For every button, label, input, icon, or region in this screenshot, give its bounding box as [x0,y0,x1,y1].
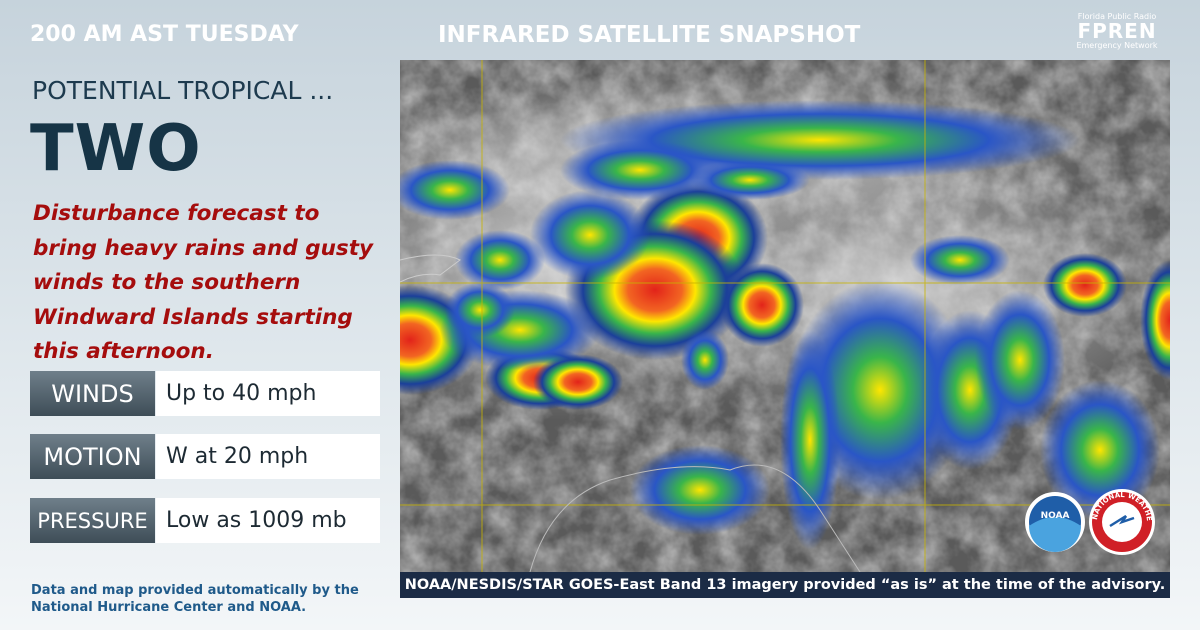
cloud-cluster [530,190,650,280]
cloud-cluster [690,160,810,200]
cloud-cluster [681,330,729,390]
stat-label: PRESSURE [30,498,155,543]
cloud-cluster [1043,253,1127,317]
stat-value: W at 20 mph [156,434,380,479]
cloud-cluster [1140,260,1170,380]
logo-text: NOAA [1041,511,1070,521]
image-title: INFRARED SATELLITE SNAPSHOT [438,22,861,48]
cloud-cluster [630,445,770,535]
lat-lon-grid [400,60,1170,572]
advisory-time: 200 AM AST TUESDAY [30,22,299,47]
cloud-cluster [560,140,720,200]
nws-logo: NATIONAL WEATHER SERVICE [1089,489,1155,555]
stat-row: PRESSURE Low as 1009 mb [30,498,380,543]
credit: Data and map provided automatically by t… [31,583,359,615]
cloud-cluster [910,235,1010,285]
storm-type: POTENTIAL TROPICAL ... [32,76,334,105]
stat-value: Low as 1009 mb [156,498,380,543]
satellite-image: NOAA NATIONAL WEATHER SERVICE [400,60,1170,572]
noaa-logo: NOAA [1025,492,1085,552]
cloud-cluster [445,282,515,338]
summary: Disturbance forecast to bring heavy rain… [33,201,374,364]
coastline [529,464,861,572]
image-caption: NOAA/NESDIS/STAR GOES-East Band 13 image… [400,572,1170,598]
stat-row: WINDS Up to 40 mph [30,371,380,416]
stat-row: MOTION W at 20 mph [30,434,380,479]
cloud-cluster [533,354,623,410]
cloud-cluster [975,290,1065,430]
cloud-cluster [1040,380,1160,520]
stat-label: MOTION [30,434,155,479]
cloud-cluster [720,263,804,347]
logo-text: Florida Public Radio [1077,12,1157,21]
logo-text: Emergency Network [1076,41,1158,50]
storm-name: TWO [30,112,202,186]
cloud-cluster [780,330,840,550]
stat-label: WINDS [30,371,155,416]
coastline [400,254,461,283]
cloud-cluster [455,230,545,290]
stat-value: Up to 40 mph [156,371,380,416]
logo-text: FPREN [1077,19,1157,43]
fpren-logo: Florida Public Radio FPREN Emergency Net… [1062,12,1172,50]
